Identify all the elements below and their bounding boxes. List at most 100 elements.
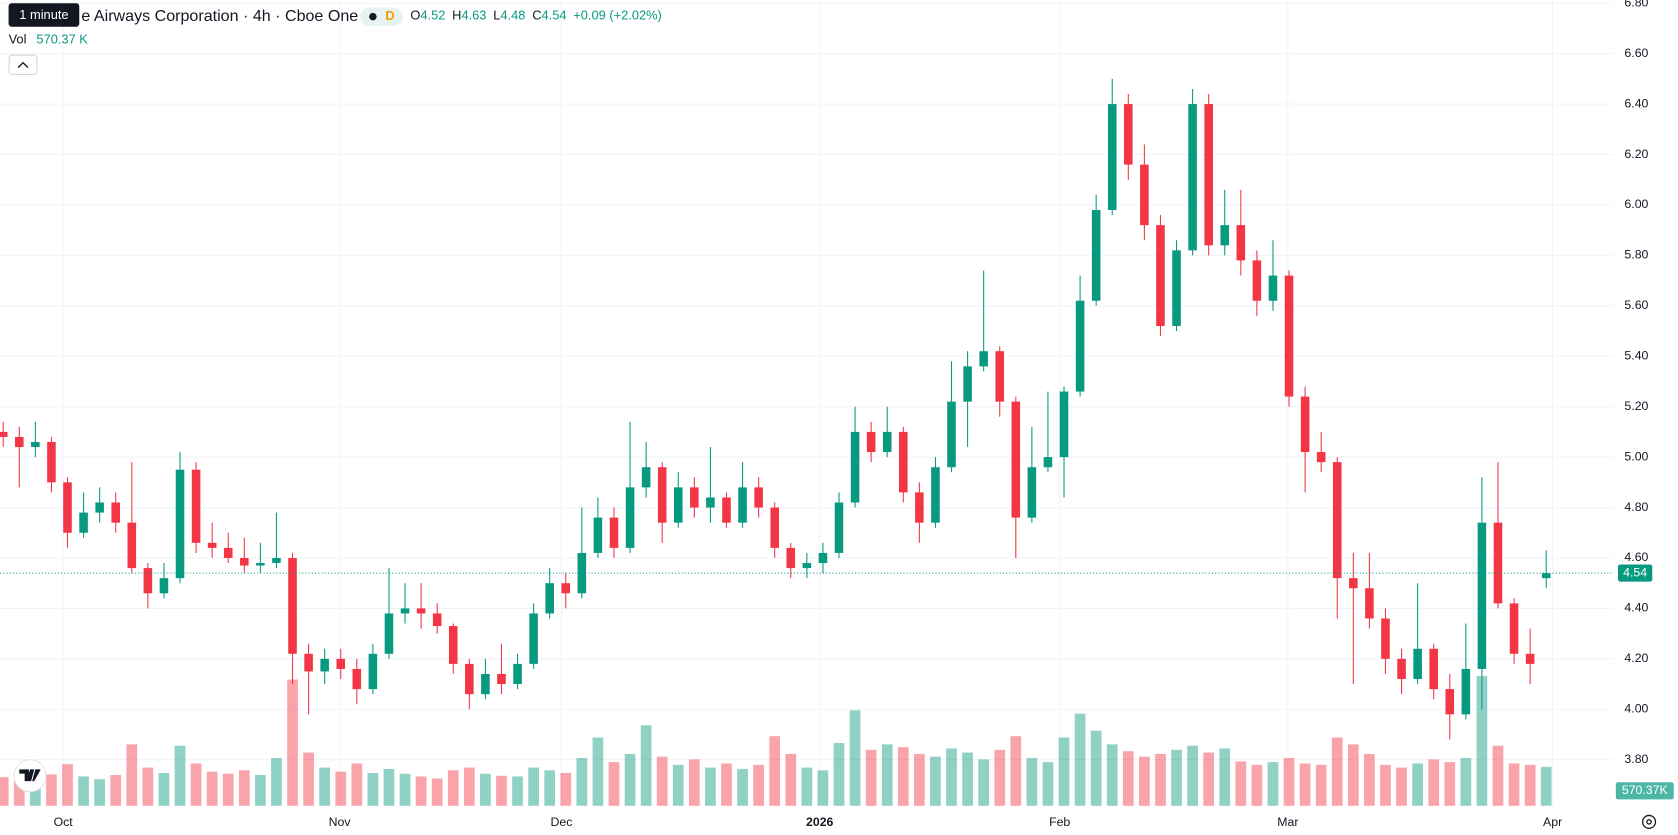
candle-body <box>448 626 458 664</box>
candle-body <box>191 469 201 543</box>
volume-bar <box>463 767 475 806</box>
volume-bar <box>46 774 57 806</box>
candle-body <box>802 563 812 569</box>
candle-body <box>786 547 796 569</box>
volume-bar <box>431 778 443 806</box>
ohlc-value: 4.54 <box>541 8 566 23</box>
candle-body <box>1461 668 1471 715</box>
tooltip-box <box>8 3 80 27</box>
settings-ring[interactable] <box>1641 814 1657 829</box>
volume-bar <box>962 752 973 806</box>
candle-body <box>1091 209 1101 301</box>
volume-bar <box>1396 767 1407 806</box>
volume-bar <box>1412 763 1423 806</box>
volume-bar <box>592 737 604 806</box>
volume-bar <box>930 756 941 806</box>
candle-body <box>207 542 217 548</box>
candle-body <box>320 658 329 672</box>
y-tick-label: 6.00 <box>1624 197 1648 211</box>
candle-body <box>304 653 313 672</box>
candle-body <box>1477 522 1487 669</box>
y-tick-label: 4.80 <box>1624 500 1648 514</box>
volume-bar <box>1010 736 1022 806</box>
candle-body <box>0 431 8 437</box>
candle-body <box>979 351 988 367</box>
volume-bar <box>560 773 572 806</box>
volume-bar <box>1058 737 1070 806</box>
volume-bar <box>1492 745 1504 806</box>
candle-body <box>1332 462 1342 579</box>
candle-body <box>1316 452 1326 463</box>
candle-body <box>915 492 924 523</box>
y-tick-label: 5.80 <box>1624 248 1648 262</box>
volume-bar <box>1267 762 1279 806</box>
price-tag <box>1617 564 1653 582</box>
volume-bar <box>367 773 379 806</box>
candle-body <box>657 467 667 523</box>
candle-body <box>95 502 104 513</box>
y-tick-label: 5.00 <box>1624 449 1648 463</box>
volume-bar <box>447 770 459 806</box>
candle-body <box>1107 104 1117 210</box>
candle-body <box>1541 573 1551 579</box>
candle-body <box>931 467 940 523</box>
x-tick-label: Dec <box>550 815 572 829</box>
candle-body <box>529 613 538 664</box>
volume-bar <box>94 779 106 806</box>
ohlc-legend: O4.52 H4.63 L4.48 C4.54 +0.09 (+2.02%) <box>410 8 661 23</box>
volume-bars <box>0 676 1552 806</box>
candle-body <box>1509 603 1519 654</box>
candle-body <box>481 673 490 695</box>
volume-bar <box>544 770 556 806</box>
y-tick-label: 6.60 <box>1624 46 1648 60</box>
candle-body <box>673 487 683 523</box>
candle-body <box>223 547 233 558</box>
y-tick-label: 6.20 <box>1624 147 1648 161</box>
candle-body <box>47 441 56 483</box>
volume-bar <box>737 768 748 806</box>
volume-bar <box>946 748 957 806</box>
volume-legend-value: 570.37 K <box>36 32 88 47</box>
interval-badge: D <box>385 8 394 23</box>
volume-bar <box>222 773 234 806</box>
candle-body <box>625 487 635 548</box>
candle-body <box>722 497 731 523</box>
candle-body <box>899 431 908 493</box>
candle-body <box>593 517 603 553</box>
x-tick-label: Mar <box>1277 815 1298 829</box>
candle-body <box>545 583 554 614</box>
candle-body <box>1140 164 1149 226</box>
volume-bar <box>528 767 539 806</box>
volume-bar <box>383 768 395 806</box>
candle-body <box>947 401 956 468</box>
volume-bar <box>1524 764 1536 806</box>
volume-bar <box>0 777 9 806</box>
x-tick-label: Feb <box>1049 815 1070 829</box>
volume-bar <box>1299 763 1311 806</box>
candle-body <box>1429 648 1438 690</box>
volume-bar <box>1315 764 1327 806</box>
volume-bar <box>1460 758 1472 806</box>
candle-body <box>738 487 747 523</box>
chart-title: e Airways Corporation · 4h · Cboe One <box>81 7 358 25</box>
volume-bar <box>1235 761 1247 806</box>
logo-mark <box>19 769 41 782</box>
volume-bar <box>705 767 716 806</box>
volume-bar <box>1090 730 1102 806</box>
volume-bar <box>415 776 427 806</box>
settings-icon[interactable] <box>1641 814 1657 829</box>
volume-bar <box>817 770 829 806</box>
volume-bar <box>1122 751 1134 806</box>
y-tick-label: 4.20 <box>1624 651 1648 665</box>
volume-bar <box>62 764 73 806</box>
candle-body <box>561 583 571 594</box>
y-tick-label: 5.60 <box>1624 298 1648 312</box>
y-tick-label: 4.40 <box>1624 601 1648 615</box>
candle-body <box>1525 653 1535 664</box>
collapse-button[interactable] <box>8 54 38 76</box>
volume-bar <box>13 779 25 806</box>
candle-body <box>641 467 651 488</box>
settings-core[interactable] <box>1646 819 1652 825</box>
candle-body <box>754 487 763 508</box>
volume-tag-label: 570.37K <box>1622 783 1669 797</box>
